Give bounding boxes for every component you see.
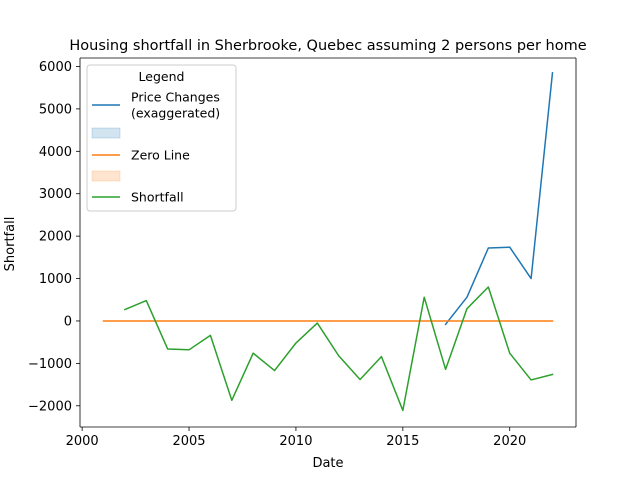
- legend-label-4: Shortfall: [131, 190, 184, 205]
- plot-area: 2000 2005 2010 2015 2020 −2000 −1000 0 1000 2000 3…: [28, 57, 577, 449]
- legend-box: [86, 64, 237, 212]
- x-tick-label-0: 2000: [66, 434, 99, 449]
- x-tick-label-4: 2020: [493, 434, 526, 449]
- legend: Legend Price Changes (exaggerated) Zero Lin…: [86, 64, 237, 212]
- y-tick-label-0: −2000: [28, 399, 72, 414]
- y-tick-label-8: 6000: [39, 60, 72, 75]
- chart-title: Housing shortfall in Sherbrooke, Quebec …: [69, 38, 586, 54]
- x-axis-label: Date: [312, 456, 343, 471]
- y-tick-label-3: 1000: [39, 272, 72, 287]
- series-line-2: [123, 286, 554, 412]
- y-tick-label-1: −1000: [28, 357, 72, 372]
- y-axis-label: Shortfall: [3, 217, 18, 272]
- y-tick-label-5: 3000: [39, 187, 72, 202]
- series-line-0: [444, 72, 554, 326]
- y-tick-label-7: 5000: [39, 102, 72, 117]
- legend-patch-1: [91, 127, 121, 139]
- legend-title: Legend: [139, 69, 185, 84]
- y-tick-label-4: 2000: [39, 230, 72, 245]
- legend-label-0: Price Changes (exaggerated): [131, 90, 220, 121]
- x-tick-label-3: 2015: [386, 434, 419, 449]
- x-tick-label-2: 2010: [279, 434, 312, 449]
- x-tick-label-1: 2005: [172, 434, 205, 449]
- legend-label-2: Zero Line: [131, 148, 190, 163]
- y-tick-label-6: 4000: [39, 145, 72, 160]
- y-tick-label-2: 0: [64, 314, 72, 329]
- legend-patch-3: [91, 170, 121, 182]
